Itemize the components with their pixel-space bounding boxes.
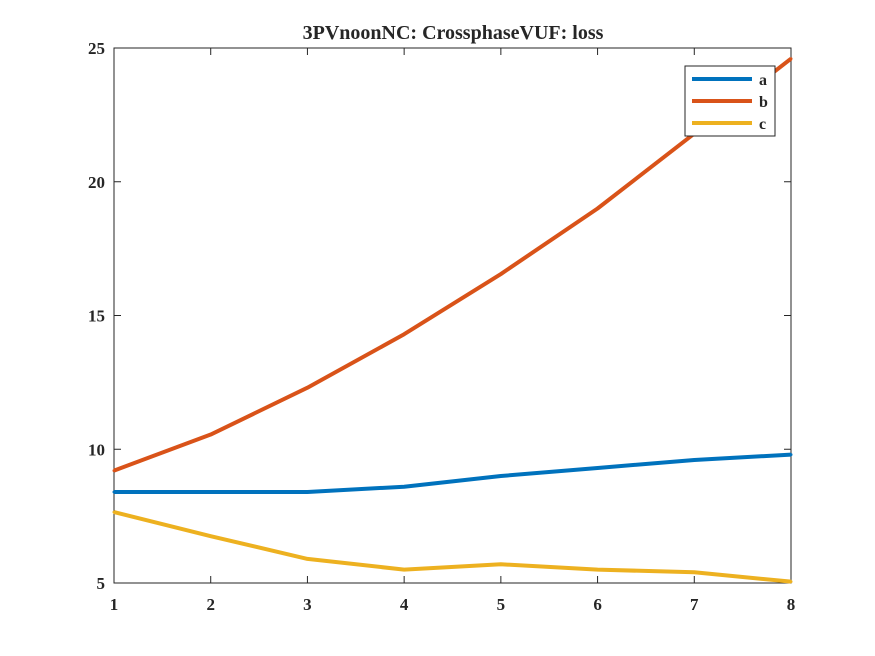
data-point-c <box>305 557 309 561</box>
chart-title: 3PVnoonNC: CrossphaseVUF: loss <box>303 22 604 44</box>
data-point-c <box>692 570 696 574</box>
series-line-c <box>113 510 792 584</box>
data-point-b <box>209 433 213 437</box>
x-tick-label: 3 <box>303 595 312 614</box>
y-tick-label: 20 <box>88 173 105 192</box>
series-line-b <box>113 57 793 473</box>
data-point-b <box>112 469 116 473</box>
data-point-c <box>789 580 793 584</box>
legend: abc <box>684 65 776 137</box>
data-point-a <box>402 485 406 489</box>
data-point-a <box>789 453 793 457</box>
series-line-a <box>114 452 792 495</box>
y-tick-label: 25 <box>88 39 105 58</box>
y-tick-label: 15 <box>88 307 105 326</box>
y-tick-label: 10 <box>88 440 105 459</box>
data-point-a <box>209 490 213 494</box>
data-point-c <box>402 568 406 572</box>
data-point-b <box>305 386 309 390</box>
x-tick-label: 6 <box>593 595 602 614</box>
x-tick-label: 8 <box>787 595 796 614</box>
legend-label-b: b <box>759 94 768 111</box>
x-tick-label: 1 <box>110 595 119 614</box>
x-tick-label: 2 <box>206 595 215 614</box>
data-point-c <box>209 534 213 538</box>
data-point-a <box>112 490 116 494</box>
y-axis: 5 10 15 20 25 <box>88 39 791 593</box>
data-point-a <box>596 466 600 470</box>
data-point-b <box>789 57 793 61</box>
x-axis: 1 2 3 4 5 6 7 8 <box>110 48 796 614</box>
x-tick-label: 4 <box>400 595 409 614</box>
data-point-c <box>499 562 503 566</box>
data-point-b <box>499 272 503 276</box>
legend-label-c: c <box>759 116 766 133</box>
data-point-a <box>305 490 309 494</box>
x-tick-label: 7 <box>690 595 699 614</box>
x-tick-label: 5 <box>497 595 506 614</box>
series-lines <box>112 57 793 584</box>
data-point-a <box>499 474 503 478</box>
legend-label-a: a <box>759 72 767 89</box>
y-tick-label: 5 <box>97 574 106 593</box>
data-point-a <box>692 458 696 462</box>
data-point-b <box>596 207 600 210</box>
data-point-c <box>112 510 116 514</box>
data-point-c <box>596 568 600 572</box>
data-point-b <box>402 332 406 336</box>
